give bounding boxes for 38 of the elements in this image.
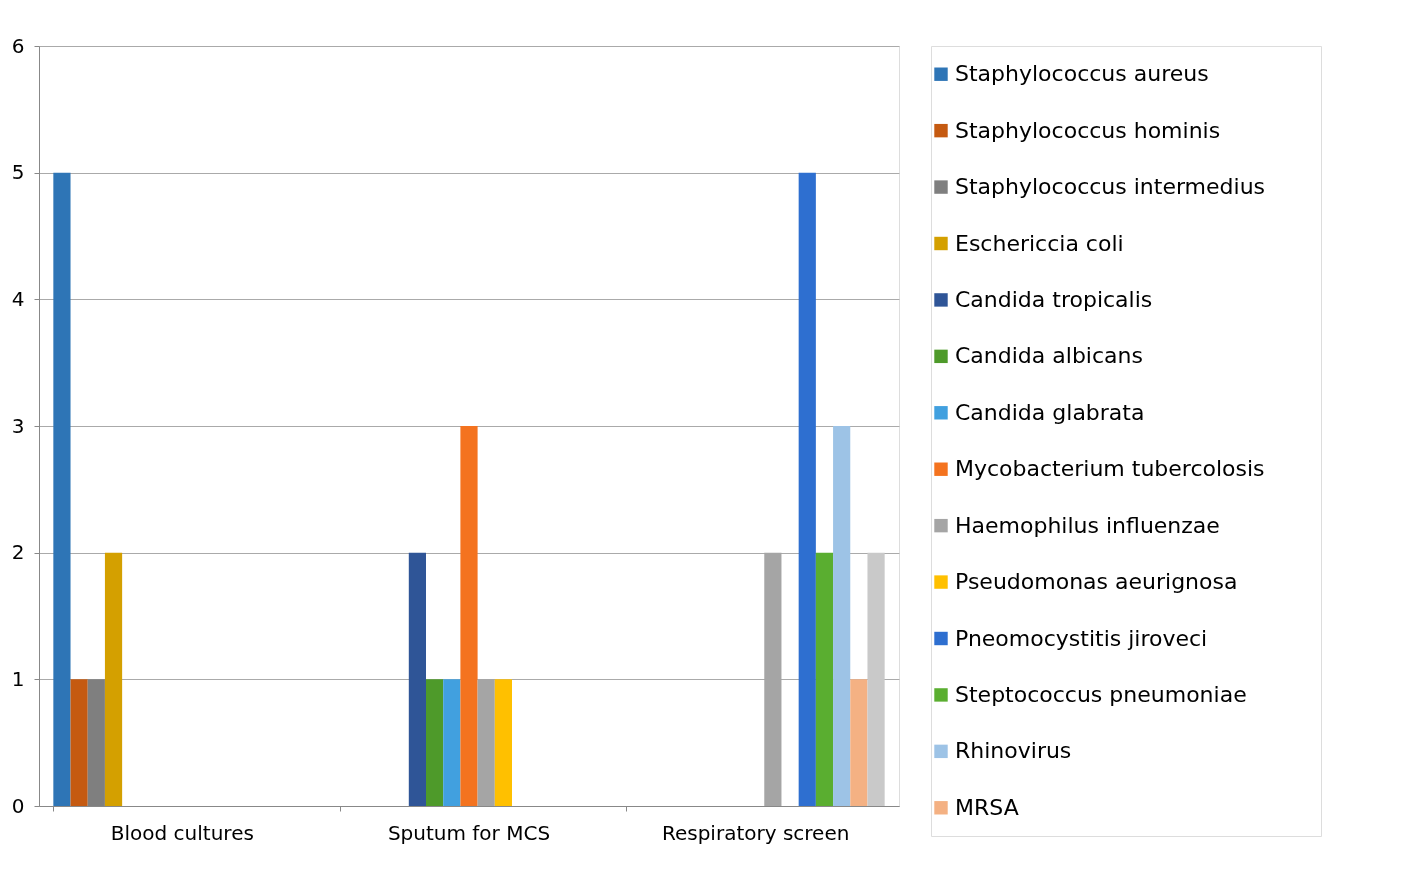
bar bbox=[494, 679, 512, 806]
y-tick-label: 3 bbox=[11, 413, 25, 438]
bar bbox=[443, 679, 461, 806]
legend-label: Steptococcus pneumoniae bbox=[955, 681, 1247, 707]
y-tick-label: 0 bbox=[11, 793, 25, 818]
bar bbox=[798, 172, 816, 806]
legend-label: Staphylococcus aureus bbox=[955, 61, 1209, 87]
bar bbox=[53, 172, 71, 806]
x-tick-label: Blood cultures bbox=[110, 820, 254, 845]
legend-label: Pneomocystitis jiroveci bbox=[955, 625, 1208, 651]
legend-label: Mycobacterium tubercolosis bbox=[955, 456, 1265, 482]
y-tick-label: 2 bbox=[11, 540, 25, 565]
y-tick-label: 5 bbox=[11, 160, 25, 185]
y-tick-label: 1 bbox=[11, 666, 25, 691]
bar bbox=[408, 552, 426, 806]
legend-label: Staphylococcus intermedius bbox=[955, 174, 1266, 200]
x-tick-label: Sputum for MCS bbox=[387, 820, 551, 845]
bar bbox=[477, 679, 495, 806]
legend-label: Candida glabrata bbox=[955, 399, 1145, 425]
bar bbox=[104, 552, 123, 806]
legend-label: Rhinovirus bbox=[955, 738, 1072, 764]
x-tick-label: Respiratory screen bbox=[661, 820, 850, 845]
legend-label: Candida tropicalis bbox=[955, 286, 1153, 312]
legend-label: Pseudomonas aeurignosa bbox=[955, 569, 1238, 595]
y-tick-label: 6 bbox=[11, 33, 25, 58]
bar bbox=[850, 679, 868, 806]
legend-label: Candida albicans bbox=[955, 343, 1143, 369]
bar bbox=[426, 679, 444, 806]
bar bbox=[70, 679, 88, 806]
y-tick-label: 4 bbox=[11, 286, 25, 311]
legend-label: MRSA bbox=[955, 794, 1019, 820]
bar bbox=[815, 552, 834, 806]
bar bbox=[460, 426, 478, 806]
legend-label: Eschericcia coli bbox=[955, 230, 1124, 256]
legend-label: Staphylococcus hominis bbox=[955, 117, 1221, 143]
legend-label: Haemophilus influenzae bbox=[955, 512, 1220, 538]
bar bbox=[833, 426, 851, 806]
bar bbox=[867, 552, 885, 806]
